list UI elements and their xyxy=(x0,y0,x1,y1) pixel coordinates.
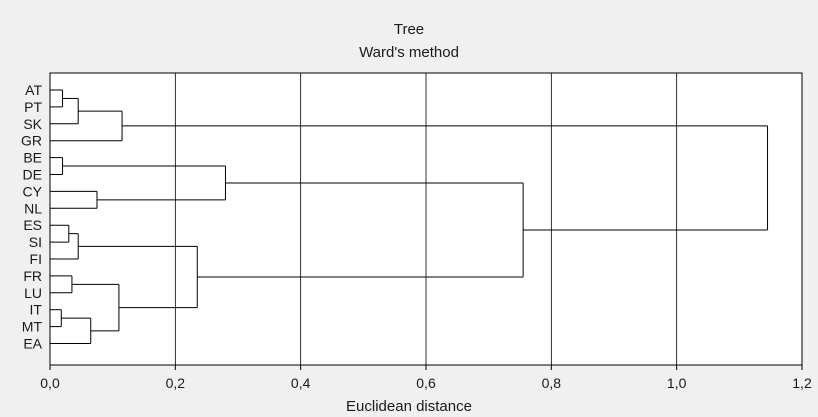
leaf-label-at: AT xyxy=(25,82,42,98)
leaf-label-lu: LU xyxy=(24,285,42,301)
grid-lines xyxy=(174,73,678,365)
leaf-label-de: DE xyxy=(23,167,42,183)
dendrogram-branches xyxy=(50,89,769,344)
x-tick-label: 0,6 xyxy=(416,375,436,391)
leaf-label-pt: PT xyxy=(24,99,42,115)
x-tick-label: 0,2 xyxy=(166,375,186,391)
leaf-label-es: ES xyxy=(23,217,42,233)
leaf-label-sk: SK xyxy=(23,116,42,132)
leaf-label-fr: FR xyxy=(23,268,42,284)
x-axis-ticks: 0,0 0,2 0,4 0,6 0,8 1,0 1,2 xyxy=(40,365,812,391)
leaf-label-fi: FI xyxy=(30,251,42,267)
leaf-label-mt: MT xyxy=(22,319,43,335)
chart-subtitle: Ward's method xyxy=(359,44,459,61)
leaf-label-si: SI xyxy=(29,234,42,250)
leaf-label-ea: EA xyxy=(23,336,42,352)
leaf-label-cy: CY xyxy=(23,183,43,199)
leaf-label-be: BE xyxy=(23,150,42,166)
x-tick-label: 0,0 xyxy=(40,375,60,391)
x-tick-label: 0,8 xyxy=(542,375,562,391)
x-tick-label: 1,0 xyxy=(667,375,687,391)
leaf-label-gr: GR xyxy=(21,133,42,149)
x-tick-label: 0,4 xyxy=(291,375,311,391)
x-axis-label: Euclidean distance xyxy=(346,398,472,415)
leaf-label-nl: NL xyxy=(24,200,42,216)
leaf-label-it: IT xyxy=(30,302,43,318)
x-tick-label: 1,2 xyxy=(792,375,812,391)
chart-title: Tree xyxy=(393,21,425,38)
